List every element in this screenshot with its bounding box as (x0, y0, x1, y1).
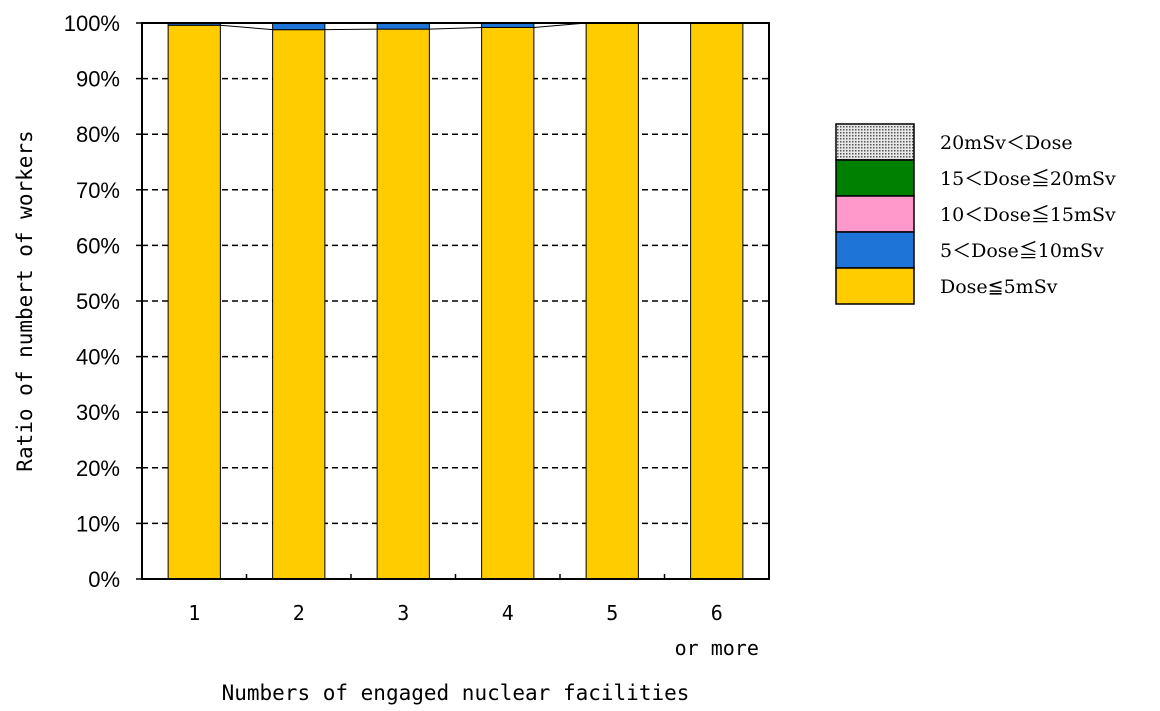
y-tick-label: 80% (76, 122, 120, 147)
y-tick-label: 60% (76, 233, 120, 258)
bar-segment (481, 26, 535, 580)
y-tick-label: 30% (76, 400, 120, 425)
legend-label: 20mSv＜Dose (940, 132, 1073, 154)
x-tick-label: 6 (711, 601, 723, 625)
legend-swatch (835, 231, 915, 269)
legend: 20mSv＜Dose 15＜Dose≦20mSv 10＜Dose≦15mSv 5＜Do… (835, 123, 1116, 305)
x-tick-label: 2 (293, 601, 305, 625)
bar-segment (376, 28, 430, 580)
bars (167, 22, 744, 580)
legend-swatch (835, 123, 915, 161)
legend-label: 5＜Dose≦10mSv (940, 240, 1104, 262)
legend-swatch (835, 159, 915, 197)
y-axis-ticks: 0% 10% 20% 30% 40% 50% 60% 70% 80% 90% 100% (64, 11, 142, 592)
bar-segment (272, 29, 326, 580)
y-tick-label: 70% (76, 178, 120, 203)
y-tick-label: 100% (64, 11, 120, 36)
x-axis-ticks: 1 2 3 4 5 6 or more (188, 574, 759, 660)
x-axis-title: Numbers of engaged nuclear facilities (222, 681, 690, 705)
y-tick-label: 0% (88, 567, 120, 592)
x-tick-label-line2: or more (675, 636, 759, 660)
legend-label: Dose≦5mSv (940, 276, 1058, 298)
series-line (324, 28, 378, 31)
y-tick-label: 10% (76, 511, 120, 536)
legend-label: 15＜Dose≦20mSv (940, 168, 1116, 190)
y-axis-title: Ratio of numbert of workers (13, 130, 37, 471)
series-line (220, 24, 273, 31)
bar-segment (272, 22, 326, 31)
x-tick-label: 3 (397, 601, 409, 625)
legend-swatch (835, 267, 915, 305)
x-tick-label: 4 (502, 601, 514, 625)
series-line (429, 26, 482, 30)
y-tick-label: 20% (76, 456, 120, 481)
bar-segment (585, 22, 639, 580)
x-tick-label: 5 (606, 601, 618, 625)
gridlines (142, 77, 769, 525)
legend-label: 10＜Dose≦15mSv (940, 204, 1116, 226)
bar-segment (690, 22, 744, 580)
y-tick-label: 50% (76, 289, 120, 314)
x-tick-label: 1 (188, 601, 200, 625)
y-tick-label: 40% (76, 345, 120, 370)
bar-segment (167, 24, 221, 580)
y-tick-label: 90% (76, 67, 120, 92)
legend-swatch (835, 195, 915, 233)
